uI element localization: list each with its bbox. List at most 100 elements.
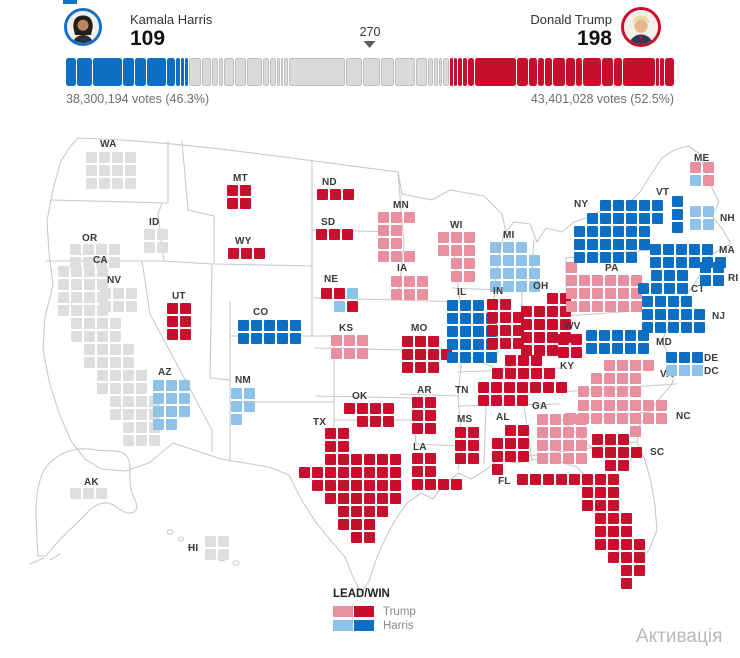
bar-segment-trump[interactable] <box>454 58 458 86</box>
bar-segment-undecided[interactable] <box>280 58 283 86</box>
ev-square-SC <box>618 434 629 445</box>
bar-segment-undecided[interactable] <box>438 58 442 86</box>
bar-segment-trump[interactable] <box>458 58 463 86</box>
bar-segment-harris[interactable] <box>175 58 180 86</box>
ev-square-PA <box>592 288 603 299</box>
bar-segment-undecided[interactable] <box>223 58 235 86</box>
ev-square-MA <box>676 244 687 255</box>
bar-segment-trump[interactable] <box>450 58 454 86</box>
lead-win-legend: LEAD/WIN Trump Harris <box>333 588 416 633</box>
bar-segment-undecided[interactable] <box>246 58 263 86</box>
ev-square-TN <box>478 395 489 406</box>
bar-segment-undecided[interactable] <box>188 58 202 86</box>
bar-segment-undecided[interactable] <box>288 58 345 86</box>
bar-segment-trump[interactable] <box>553 58 565 86</box>
ev-square-VA <box>578 386 589 397</box>
bar-segment-undecided[interactable] <box>211 58 218 86</box>
state-OK-label: OK <box>352 391 368 402</box>
ev-square-NY <box>574 252 585 263</box>
bar-segment-trump[interactable] <box>655 58 659 86</box>
bar-segment-undecided[interactable] <box>270 58 276 86</box>
bar-segment-trump[interactable] <box>565 58 575 86</box>
ev-square-OK <box>370 403 381 414</box>
ev-square-IL <box>473 352 484 363</box>
ev-square-CA <box>97 318 108 329</box>
ev-square-MD <box>599 343 610 354</box>
ev-square-CA <box>110 344 121 355</box>
bar-segment-undecided[interactable] <box>202 58 211 86</box>
bar-segment-trump[interactable] <box>614 58 623 86</box>
ev-square-MI <box>516 268 527 279</box>
ev-square-NY <box>600 252 611 263</box>
bar-segment-undecided[interactable] <box>218 58 223 86</box>
ev-square-MS <box>468 427 479 438</box>
ev-square-NC <box>630 413 641 424</box>
ev-square-MI <box>503 242 514 253</box>
bar-segment-undecided[interactable] <box>276 58 280 86</box>
ev-square-NJ <box>655 322 666 333</box>
bar-segment-trump[interactable] <box>575 58 583 86</box>
electoral-vote-bar[interactable] <box>66 58 675 86</box>
ev-square-IN <box>487 312 498 323</box>
ev-square-TX <box>351 480 362 491</box>
ev-square-NJ <box>655 309 666 320</box>
bar-segment-undecided[interactable] <box>363 58 380 86</box>
ev-square-OH <box>547 293 558 304</box>
bar-segment-trump[interactable] <box>474 58 517 86</box>
bar-segment-harris[interactable] <box>122 58 135 86</box>
bar-segment-trump[interactable] <box>528 58 537 86</box>
bar-segment-harris[interactable] <box>135 58 146 86</box>
threshold-label: 270 <box>359 25 381 39</box>
ev-square-HI <box>205 549 216 560</box>
ev-square-MS <box>455 453 466 464</box>
bar-segment-harris[interactable] <box>180 58 184 86</box>
ev-square-MO <box>402 349 413 360</box>
bar-segment-undecided[interactable] <box>263 58 270 86</box>
ev-square-VA <box>630 386 641 397</box>
ev-square-NJ <box>694 309 705 320</box>
bar-segment-trump[interactable] <box>517 58 528 86</box>
bar-segment-undecided[interactable] <box>416 58 428 86</box>
ev-square-TX <box>325 428 336 439</box>
bar-segment-harris[interactable] <box>146 58 167 86</box>
ev-square-DE <box>679 352 690 363</box>
ev-square-PA <box>618 275 629 286</box>
bar-segment-trump[interactable] <box>664 58 675 86</box>
bar-segment-undecided[interactable] <box>283 58 288 86</box>
ev-square-AL <box>518 425 529 436</box>
ev-square-IN <box>513 338 524 349</box>
bar-segment-harris[interactable] <box>167 58 175 86</box>
state-ND-label: ND <box>322 177 337 188</box>
bar-segment-trump[interactable] <box>537 58 545 86</box>
ev-square-OR <box>83 257 94 268</box>
bar-segment-undecided[interactable] <box>345 58 363 86</box>
ev-square-MT <box>227 198 238 209</box>
bar-segment-undecided[interactable] <box>433 58 438 86</box>
state-RI-label: RI <box>728 273 739 284</box>
ev-square-UT <box>180 316 191 327</box>
bar-segment-undecided[interactable] <box>442 58 450 86</box>
harris-win-swatch <box>354 620 374 631</box>
ev-square-CA <box>71 292 82 303</box>
ev-square-FL <box>634 565 645 576</box>
state-PA-label: PA <box>605 263 619 274</box>
bar-segment-trump[interactable] <box>623 58 655 86</box>
bar-segment-trump[interactable] <box>467 58 474 86</box>
bar-segment-undecided[interactable] <box>428 58 433 86</box>
ev-square-TN <box>517 382 528 393</box>
bar-segment-undecided[interactable] <box>380 58 395 86</box>
bar-segment-trump[interactable] <box>583 58 601 86</box>
bar-segment-trump[interactable] <box>545 58 553 86</box>
bar-segment-harris[interactable] <box>66 58 77 86</box>
ev-square-FL <box>621 565 632 576</box>
ev-square-NC <box>578 413 589 424</box>
bar-segment-undecided[interactable] <box>235 58 246 86</box>
bar-segment-trump[interactable] <box>463 58 467 86</box>
bar-segment-trump[interactable] <box>659 58 664 86</box>
bar-segment-harris[interactable] <box>184 58 188 86</box>
bar-segment-undecided[interactable] <box>395 58 416 86</box>
bar-segment-harris[interactable] <box>92 58 122 86</box>
bar-segment-harris[interactable] <box>77 58 92 86</box>
bar-segment-trump[interactable] <box>601 58 614 86</box>
ev-square-LA <box>425 466 436 477</box>
